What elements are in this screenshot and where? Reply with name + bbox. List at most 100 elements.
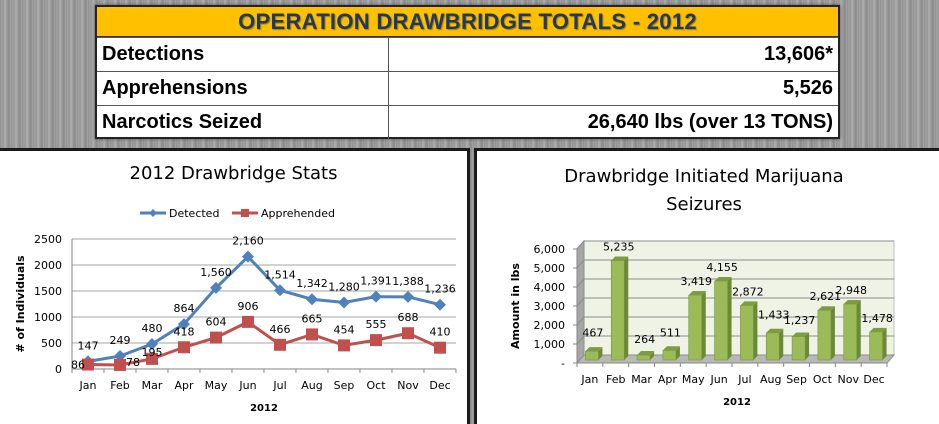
data-label: 604 xyxy=(206,316,227,329)
data-label: 2,948 xyxy=(836,284,868,297)
x-tick-label: Jun xyxy=(709,373,727,386)
data-label: 665 xyxy=(302,312,323,325)
data-label: 864 xyxy=(174,302,195,315)
bar xyxy=(765,332,780,361)
bar-side xyxy=(727,277,732,360)
x-tick-label: Apr xyxy=(174,379,194,392)
data-label: 1,391 xyxy=(360,275,392,288)
x-tick-label: Jun xyxy=(238,379,256,392)
data-point-detected xyxy=(306,293,318,306)
data-label: 5,235 xyxy=(603,241,635,254)
data-label: 454 xyxy=(334,323,355,336)
bar xyxy=(791,336,806,361)
x-tick-label: Sep xyxy=(786,373,807,386)
legend-label: Apprehended xyxy=(261,207,335,220)
row-label: Narcotics Seized xyxy=(97,106,389,139)
bar-top xyxy=(688,291,706,296)
bar-side xyxy=(779,328,784,360)
x-tick-label: May xyxy=(205,379,228,392)
bar-top xyxy=(662,346,680,351)
y-tick-label: 3,000 xyxy=(534,300,566,313)
bar-top xyxy=(585,347,603,352)
data-label: 1,237 xyxy=(784,314,816,327)
data-label: 1,342 xyxy=(296,277,328,290)
legend-marker-square xyxy=(241,209,249,217)
data-label: 418 xyxy=(174,325,195,338)
x-tick-label: May xyxy=(682,373,705,386)
bar xyxy=(817,309,832,361)
row-value: 26,640 lbs (over 13 TONS) xyxy=(587,111,833,133)
data-point-detected xyxy=(178,318,190,331)
data-point-detected xyxy=(210,281,222,294)
data-point-detected xyxy=(274,284,286,297)
bar-side xyxy=(805,332,810,360)
bar-side xyxy=(830,306,835,360)
y-axis-title: # of Individuals xyxy=(14,255,27,353)
x-tick-label: Nov xyxy=(397,379,419,392)
bar xyxy=(688,294,703,361)
data-label: 555 xyxy=(366,318,387,331)
data-label: 1,433 xyxy=(758,308,790,321)
data-point-apprehended xyxy=(114,358,126,371)
data-label: 1,236 xyxy=(424,283,456,296)
data-point-detected xyxy=(434,298,446,311)
line-chart-title: 2012 Drawbridge Stats xyxy=(129,163,338,184)
data-label: 511 xyxy=(660,326,681,339)
line-chart-panel: 2012 Drawbridge Stats Detected Apprehende… xyxy=(0,148,470,424)
bar-side xyxy=(624,256,629,360)
data-label: 1,560 xyxy=(200,266,232,279)
y-tick-label: 2000 xyxy=(34,259,62,272)
x-tick-label: Nov xyxy=(838,373,860,386)
totals-row-detections: Detections 13,606* xyxy=(97,37,838,71)
data-point-apprehended xyxy=(210,331,222,344)
bar xyxy=(714,280,728,361)
data-point-detected xyxy=(370,290,382,303)
bar-top xyxy=(843,299,861,304)
y-tick-label: 500 xyxy=(41,337,62,350)
data-point-apprehended xyxy=(82,358,94,371)
data-point-detected xyxy=(146,338,158,351)
y-tick-label: 1000 xyxy=(34,311,62,324)
x-tick-label: Dec xyxy=(863,373,884,386)
bar-top xyxy=(740,301,758,306)
gridline-side xyxy=(576,297,585,307)
bar-side xyxy=(753,301,758,360)
data-point-apprehended xyxy=(402,327,414,340)
bar-side xyxy=(856,299,861,360)
x-tick-label: Feb xyxy=(606,373,625,386)
data-point-apprehended xyxy=(338,339,350,352)
data-label: 1,514 xyxy=(264,268,296,281)
data-label: 1,388 xyxy=(392,275,424,288)
row-label: Detections xyxy=(97,38,389,71)
bar-top xyxy=(714,277,732,282)
data-label: 249 xyxy=(110,334,131,347)
legend-marker-diamond xyxy=(149,209,157,217)
bar-side xyxy=(650,350,655,360)
bar-top xyxy=(869,327,887,332)
y-tick-label: 2500 xyxy=(34,233,62,246)
x-tick-label: Jan xyxy=(79,379,97,392)
data-point-detected xyxy=(242,250,254,263)
x-tick-label: Aug xyxy=(760,373,781,386)
totals-row-narcotics: Narcotics Seized 26,640 lbs (over 13 TON… xyxy=(97,105,838,139)
bar-side xyxy=(882,327,887,360)
x-tick-label: Apr xyxy=(658,373,678,386)
x-tick-label: Aug xyxy=(301,379,322,392)
bar xyxy=(610,260,625,361)
y-tick-label: 6,000 xyxy=(534,243,566,256)
row-value: 13,606* xyxy=(764,43,833,65)
x-axis-title: 2012 xyxy=(250,403,278,414)
data-label: 906 xyxy=(238,300,259,313)
x-tick-label: Oct xyxy=(813,373,833,386)
gridline-side xyxy=(576,335,585,345)
y-tick-label: - xyxy=(561,357,565,370)
x-tick-label: Mar xyxy=(631,373,652,386)
data-point-apprehended xyxy=(370,334,382,347)
data-label: 688 xyxy=(398,311,419,324)
data-point-apprehended xyxy=(306,328,318,341)
data-label: 195 xyxy=(142,346,163,359)
data-point-apprehended xyxy=(274,338,286,351)
data-label: 1,280 xyxy=(328,280,360,293)
legend-label: Detected xyxy=(169,207,219,220)
data-label: 410 xyxy=(430,326,451,339)
